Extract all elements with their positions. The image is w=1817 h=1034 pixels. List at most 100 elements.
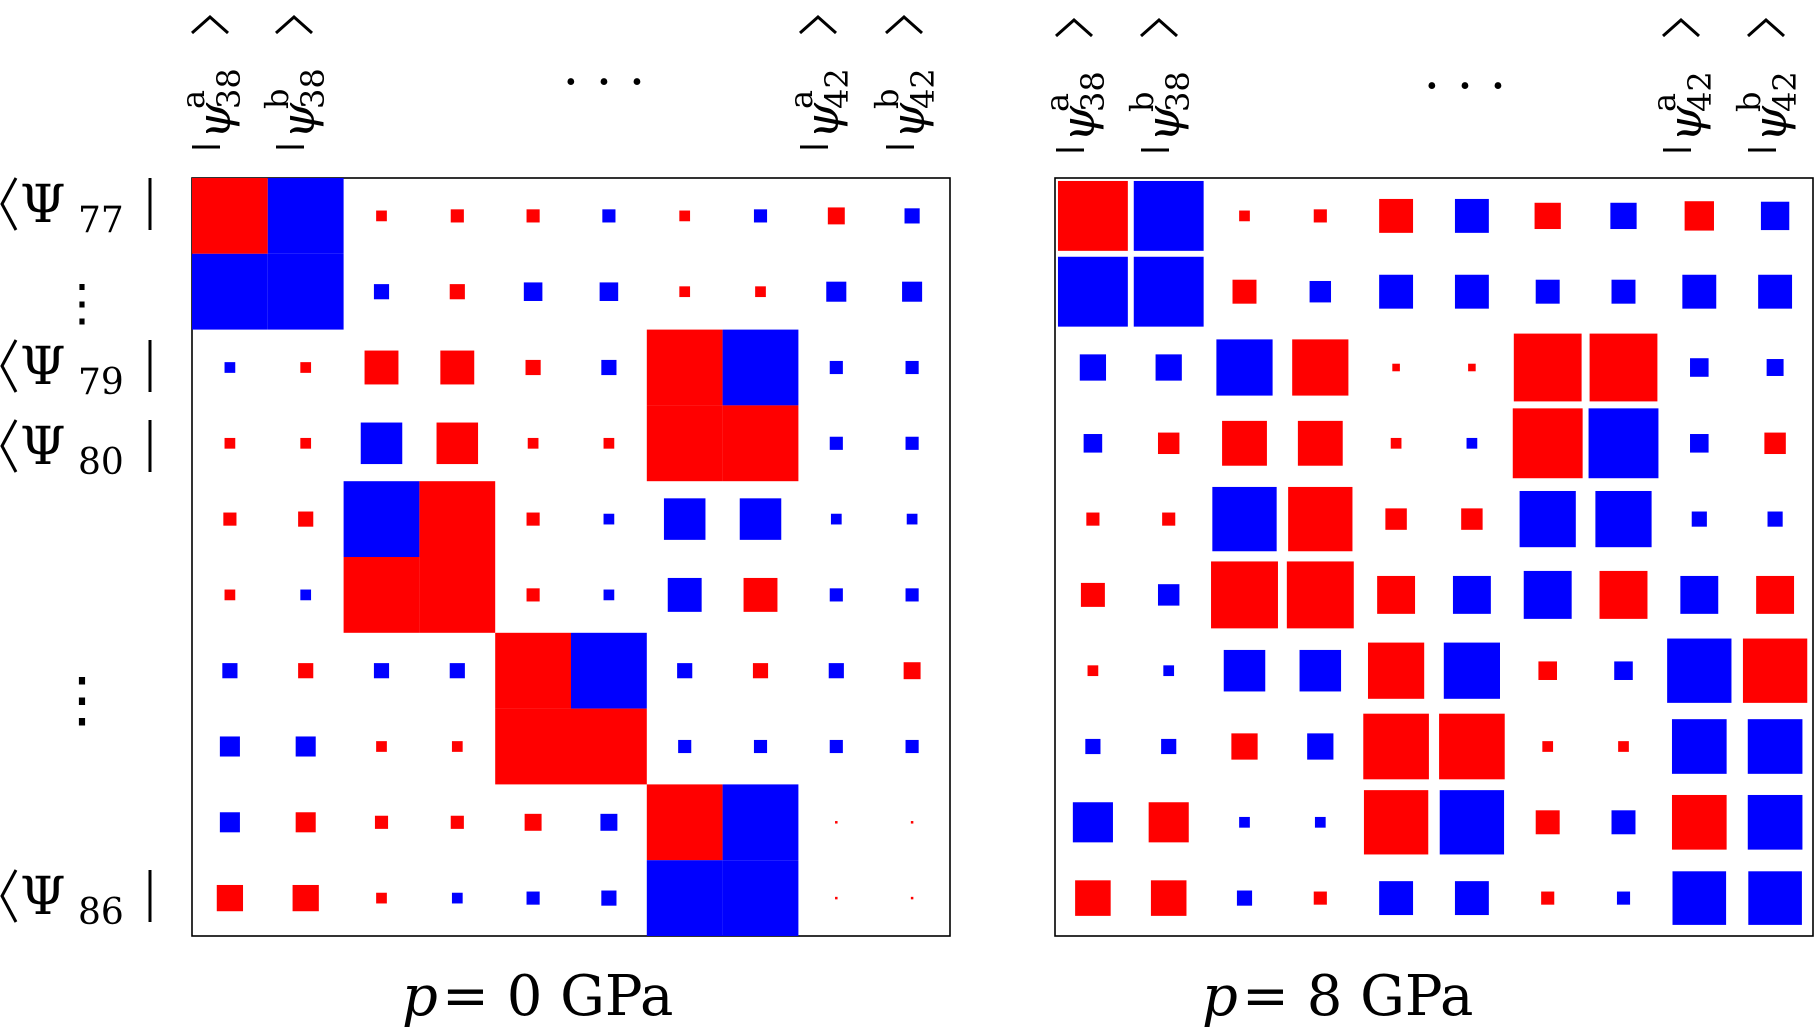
panel-left-column-labels: ψ 38 a ψ 38 b · · · ψ 42 a — [174, 14, 942, 149]
col-label-psi-glyph: ψ — [795, 102, 849, 139]
matrix-cell-left-r6-c8 — [828, 663, 844, 679]
matrix-cell-right-r4-c8 — [1691, 511, 1707, 527]
col-label-superscript: a — [1645, 93, 1683, 112]
matrix-cell-right-r0-c1 — [1133, 180, 1204, 251]
panel-left-cells — [192, 178, 923, 936]
matrix-cell-left-r3-c1 — [300, 437, 312, 449]
matrix-cell-right-r4-c7 — [1595, 490, 1652, 548]
matrix-cell-left-r7-c5 — [571, 708, 647, 785]
matrix-cell-left-r7-c4 — [495, 708, 571, 785]
col-label-superscript: a — [1038, 93, 1076, 112]
matrix-cell-right-r5-c6 — [1523, 570, 1572, 619]
panel-left-title-var: p — [402, 964, 438, 1029]
matrix-cell-left-r4-c4 — [526, 512, 540, 526]
col-label-psi38b: ψ 38 b — [258, 14, 332, 149]
matrix-cell-left-r6-c4 — [495, 632, 571, 709]
matrix-cell-left-r0-c4 — [526, 209, 540, 223]
matrix-cell-left-r1-c2 — [373, 284, 390, 300]
matrix-cell-right-r1-c0 — [1057, 256, 1128, 327]
matrix-cell-left-r5-c9 — [905, 588, 919, 602]
matrix-cell-right-r0-c5 — [1454, 198, 1489, 233]
matrix-cell-right-r3-c3 — [1297, 420, 1343, 466]
matrix-cell-left-r5-c4 — [526, 588, 540, 602]
col-label-ellipsis: · · · — [1424, 57, 1507, 117]
panel-right-title: p = 8 GPa — [1202, 964, 1473, 1029]
matrix-cell-left-r1-c5 — [599, 282, 619, 301]
matrix-cell-right-r2-c6 — [1513, 333, 1582, 402]
matrix-cell-right-r4-c0 — [1086, 512, 1100, 526]
matrix-cell-right-r5-c9 — [1756, 575, 1795, 614]
matrix-cell-left-r6-c9 — [903, 662, 921, 680]
col-label-psi-glyph: ψ — [881, 102, 935, 139]
matrix-cell-right-r2-c3 — [1292, 339, 1349, 396]
matrix-cell-right-r7-c2 — [1231, 733, 1258, 760]
matrix-cell-right-r9-c5 — [1454, 881, 1489, 916]
matrix-cell-left-r3-c4 — [527, 437, 539, 449]
matrix-cell-left-r2-c1 — [300, 362, 312, 373]
matrix-cell-left-r9-c9 — [910, 896, 914, 900]
col-label-psi-glyph: ψ — [271, 102, 325, 139]
matrix-cell-right-r1-c9 — [1758, 274, 1793, 309]
matrix-cell-right-r8-c9 — [1747, 794, 1803, 850]
matrix-cell-left-r6-c1 — [298, 663, 314, 679]
row-label-glyph: Ψ — [20, 417, 66, 477]
matrix-cell-right-r3-c5 — [1466, 437, 1478, 449]
matrix-cell-right-r0-c4 — [1379, 198, 1414, 233]
matrix-cell-right-r7-c8 — [1671, 719, 1727, 774]
matrix-cell-left-r0-c8 — [827, 207, 845, 225]
matrix-cell-left-r3-c5 — [603, 437, 615, 449]
matrix-cell-left-r1-c9 — [902, 281, 923, 302]
col-label-superscript: b — [1123, 92, 1161, 112]
matrix-cell-right-r1-c7 — [1611, 279, 1636, 304]
matrix-cell-left-r9-c6 — [646, 860, 723, 936]
matrix-cell-right-r1-c1 — [1133, 256, 1204, 327]
matrix-cell-left-r5-c0 — [224, 589, 236, 601]
matrix-cell-right-r7-c9 — [1747, 719, 1803, 774]
matrix-cell-right-r3-c9 — [1764, 432, 1786, 455]
matrix-cell-left-r7-c1 — [295, 736, 316, 757]
panel-left-title-value: = 0 GPa — [442, 964, 673, 1029]
matrix-cell-right-r1-c6 — [1535, 279, 1560, 304]
matrix-cell-right-r3-c4 — [1390, 437, 1402, 449]
col-label-superscript: a — [782, 90, 820, 109]
matrix-cell-left-r1-c0 — [192, 253, 268, 330]
matrix-cell-right-r7-c7 — [1618, 741, 1629, 752]
matrix-cell-right-r8-c3 — [1314, 816, 1326, 828]
col-label-psi42b: ψ 42 b — [868, 14, 942, 149]
matrix-cell-right-r0-c8 — [1684, 201, 1714, 231]
row-label-subscript: 79 — [78, 362, 124, 403]
matrix-cell-right-r2-c2 — [1216, 339, 1273, 396]
matrix-cell-right-r9-c6 — [1541, 891, 1555, 905]
matrix-cell-left-r0-c6 — [679, 210, 691, 222]
matrix-cell-left-r4-c6 — [663, 498, 706, 540]
matrix-cell-left-r1-c1 — [267, 253, 344, 330]
col-label-psi-glyph: ψ — [187, 102, 241, 139]
col-label-superscript: b — [258, 89, 296, 109]
matrix-cell-left-r9-c0 — [216, 884, 244, 912]
matrix-cell-left-r8-c1 — [295, 812, 316, 833]
matrix-cell-left-r2-c2 — [364, 350, 399, 385]
panel-left: ψ 38 a ψ 38 b · · · ψ 42 a — [0, 14, 951, 1029]
matrix-cell-right-r8-c1 — [1148, 802, 1189, 843]
matrix-cell-left-r5-c3 — [419, 557, 496, 633]
matrix-cell-right-r1-c3 — [1309, 280, 1332, 303]
matrix-cell-left-r5-c6 — [667, 577, 702, 612]
matrix-cell-left-r9-c4 — [526, 891, 540, 905]
matrix-cell-left-r6-c0 — [222, 663, 238, 679]
col-label-subscript: 42 — [904, 68, 942, 109]
matrix-cell-left-r2-c5 — [601, 359, 617, 376]
matrix-cell-left-r7-c7 — [753, 739, 768, 754]
matrix-cell-left-r3-c2 — [360, 422, 403, 465]
matrix-cell-right-r3-c2 — [1222, 420, 1267, 466]
matrix-cell-right-r6-c0 — [1087, 665, 1099, 677]
matrix-cell-right-r3-c6 — [1512, 408, 1583, 479]
matrix-cell-right-r6-c2 — [1223, 649, 1266, 692]
panel-left-title: p = 0 GPa — [402, 964, 673, 1029]
matrix-cell-left-r2-c4 — [525, 359, 541, 376]
row-label-subscript: 77 — [78, 200, 124, 241]
matrix-cell-left-r6-c5 — [571, 632, 647, 709]
matrix-cell-left-r9-c8 — [835, 896, 838, 900]
matrix-cell-right-r1-c2 — [1232, 279, 1257, 304]
matrix-cell-left-r8-c0 — [219, 812, 240, 833]
panel-left-frame — [191, 177, 951, 937]
